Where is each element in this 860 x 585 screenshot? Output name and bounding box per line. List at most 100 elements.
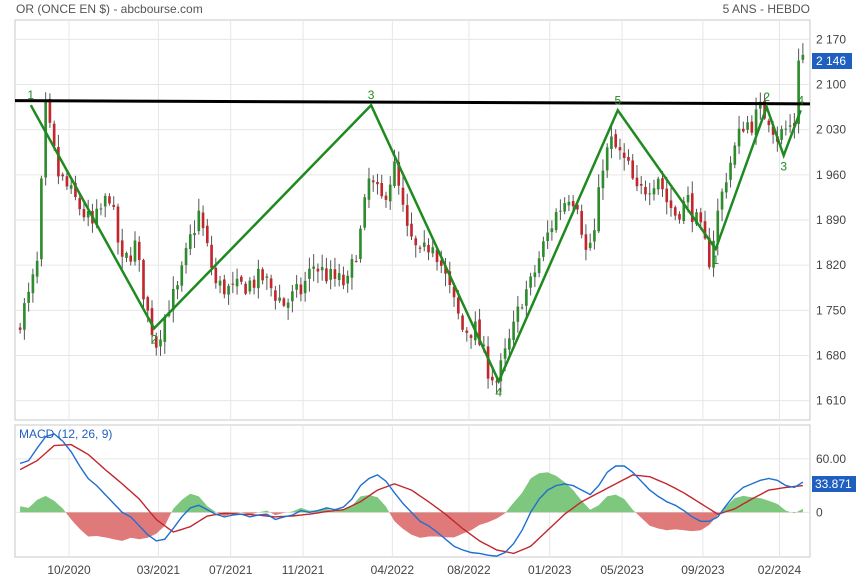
macd-histogram-negative: [65, 512, 797, 541]
candle-down: [244, 283, 247, 294]
candle-up: [733, 145, 737, 165]
last-macd-badge: [812, 476, 856, 492]
candle-down: [631, 160, 635, 179]
candle-up: [533, 272, 537, 278]
candle-down: [146, 297, 150, 311]
candle-up: [797, 60, 800, 124]
candle-up: [508, 338, 511, 350]
candle-up: [499, 360, 503, 382]
price-tick-label: 1 610: [816, 394, 846, 408]
candle-down: [116, 206, 120, 243]
candle-down: [618, 147, 622, 151]
macd-title: MACD (12, 26, 9): [19, 427, 112, 441]
last-price-badge: [812, 53, 852, 69]
elliott-wave-group: 1 2 3 4 5 1 2 3 4: [27, 88, 804, 399]
price-tick-label: 1 960: [816, 168, 846, 182]
candle-down: [82, 209, 86, 218]
candle-up: [610, 136, 613, 149]
candle-up: [542, 241, 545, 257]
candle-down: [469, 335, 473, 338]
candle-up: [801, 54, 805, 60]
candle-up: [248, 280, 252, 292]
candle-up: [286, 302, 290, 308]
wave-label: 3: [368, 88, 375, 102]
candle-up: [605, 147, 609, 171]
price-tick-label: 1 820: [816, 258, 846, 272]
chart-period: 5 ANS - HEBDO: [723, 2, 810, 16]
candle-up: [784, 128, 788, 130]
price-tick-label: 2 030: [816, 123, 846, 137]
candle-up: [537, 258, 541, 274]
candle-down: [580, 210, 583, 235]
macd-histogram: [20, 472, 803, 541]
price-tick-label: 1 750: [816, 303, 846, 317]
last-macd-value: 33.871: [815, 477, 852, 491]
candle-down: [627, 157, 630, 161]
candle-up: [525, 289, 528, 306]
candle-down: [57, 146, 60, 177]
wave-label: 3: [780, 159, 787, 173]
candle-up: [193, 233, 196, 236]
candle-down: [376, 181, 379, 185]
candle-up: [337, 273, 341, 281]
candle-down: [371, 180, 375, 183]
candle-up: [133, 240, 137, 262]
candle-up: [346, 275, 350, 284]
wave-label: 4: [797, 93, 804, 107]
candle-up: [512, 321, 515, 341]
candle-down: [342, 274, 345, 286]
candle-down: [269, 278, 273, 289]
candle-down: [154, 336, 158, 348]
macd-line: [19, 433, 804, 557]
candle-up: [86, 211, 90, 218]
candle-up: [724, 182, 728, 193]
candle-down: [316, 268, 320, 272]
candle-up: [393, 161, 396, 186]
candle-down: [478, 319, 481, 345]
candle-down: [223, 279, 226, 295]
candle-up: [35, 260, 39, 277]
candle-up: [737, 128, 741, 147]
candle-down: [405, 205, 409, 226]
candle-up: [359, 228, 362, 259]
x-tick-label: 07/2021: [209, 563, 253, 577]
candle-down: [486, 346, 490, 379]
candle-down: [690, 193, 694, 223]
macd-lines: [19, 433, 804, 557]
candle-down: [622, 152, 626, 158]
candle-down: [120, 240, 124, 257]
candle-up: [295, 284, 298, 290]
candle-up: [503, 348, 507, 359]
candle-down: [18, 327, 22, 330]
candle-up: [23, 303, 26, 330]
price-tick-label: 1 890: [816, 213, 846, 227]
wave-label: 1: [27, 88, 34, 102]
candle-down: [380, 183, 384, 197]
price-tick-label: 2 100: [816, 78, 846, 92]
candle-down: [495, 381, 498, 383]
candle-up: [278, 297, 281, 301]
candle-up: [235, 278, 239, 287]
candle-down: [635, 177, 639, 187]
candle-up: [712, 240, 715, 268]
candle-up: [227, 285, 230, 295]
candle-up: [180, 265, 184, 286]
candle-down: [614, 134, 618, 148]
candle-up: [320, 267, 324, 271]
x-tick-label: 11/2021: [282, 563, 325, 577]
candle-up: [44, 101, 47, 178]
candle-up: [554, 211, 558, 231]
candle-up: [559, 210, 562, 212]
candle-up: [686, 194, 690, 203]
candle-down: [299, 284, 303, 295]
candle-down: [150, 308, 154, 335]
x-tick-label: 09/2023: [681, 563, 725, 577]
candle-up: [218, 280, 222, 286]
candle-up: [363, 197, 367, 228]
candle-down: [707, 237, 711, 268]
candle-down: [48, 98, 52, 123]
candle-down: [435, 249, 439, 263]
candle-down: [678, 213, 681, 220]
